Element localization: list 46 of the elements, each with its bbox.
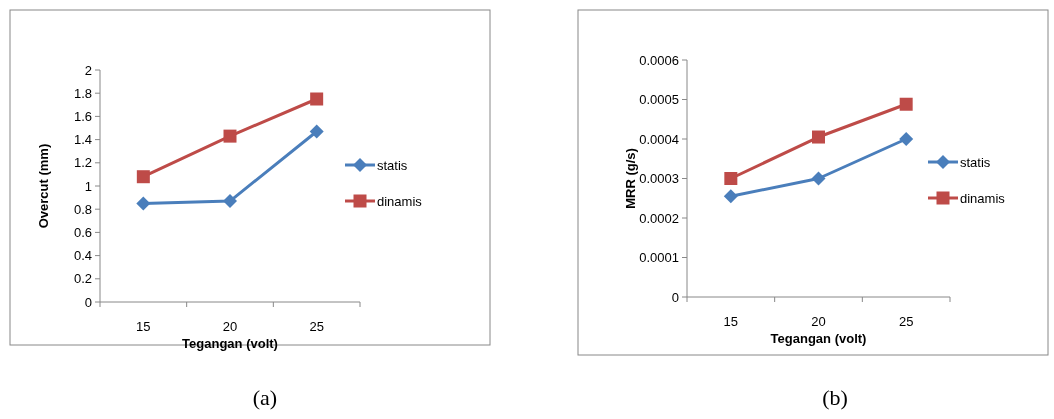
x-tick-label: 25 [898,314,914,329]
x-axis-title: Tegangan (volt) [182,336,278,351]
y-tick-label: 0.0005 [639,92,679,108]
x-tick-label: 20 [222,319,238,334]
x-tick-label: 15 [136,319,151,334]
y-axis-title: Overcut (mm) [36,143,51,229]
y-tick-label: 0.4 [73,248,92,264]
y-tick-label: 0.6 [73,224,92,240]
point [136,196,151,211]
y-tick-label: 0 [671,289,679,305]
y-tick-label: 0.0004 [639,131,679,147]
text: (b) [822,385,848,410]
y-tick-label: 1.8 [73,85,92,101]
y-tick-label: 1.6 [73,108,92,124]
point [812,130,825,144]
y-tick-label: 1 [84,178,92,194]
y-tick-label: 0.8 [73,201,92,217]
x-tick-label: 25 [309,319,324,334]
point [309,124,324,139]
text: (a) [252,385,278,410]
y-tick-label: 0.0006 [639,52,679,68]
legend-label: statis [377,157,408,173]
point [899,97,913,111]
y-tick-label: 1.4 [73,132,92,148]
y-axis-title: MRR (g/s) [623,148,638,209]
point [899,132,914,146]
point [310,92,324,106]
x-tick-label: 20 [811,314,826,329]
x-tick-label: 15 [723,314,739,329]
y-tick-label: 0.0001 [639,250,679,266]
legend-label: dinamis [377,193,423,209]
y-tick-label: 0 [84,294,92,310]
legend-label: statis [960,154,991,170]
y-tick-label: 0.0002 [639,210,679,226]
y-tick-label: 0.0003 [639,171,679,187]
point [136,170,150,184]
point [811,171,826,186]
y-tick-label: 2 [84,62,92,78]
point [223,194,237,209]
point [724,172,738,185]
point [223,129,237,143]
x-axis-title: Tegangan (volt) [770,331,867,346]
point [723,189,738,204]
y-tick-label: 0.2 [73,271,92,287]
legend-label: dinamis [960,190,1006,206]
y-tick-label: 1.2 [73,155,92,171]
